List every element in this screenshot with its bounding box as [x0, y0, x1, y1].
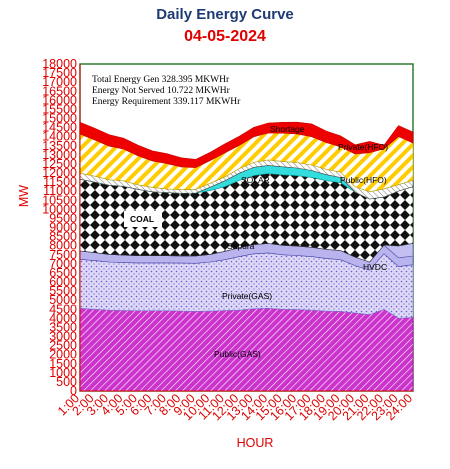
area-series	[79, 121, 414, 392]
y-tick-label: 15000	[42, 112, 77, 126]
area-shortage	[79, 121, 414, 168]
y-tick-label: 500	[56, 375, 77, 389]
y-tick-label: 0	[70, 384, 77, 398]
y-tick-label: 17500	[42, 66, 77, 80]
label-hvdc: HVDC	[363, 262, 387, 272]
y-tick-label: 7500	[49, 248, 77, 262]
y-tick-label: 6000	[49, 275, 77, 289]
y-tick-label: 16000	[42, 93, 77, 107]
label-public-hfo: Public(HFO)	[340, 175, 387, 185]
label-solar: SOLAR	[241, 175, 270, 185]
y-tick-label: 1500	[49, 357, 77, 371]
y-tick-label: 8000	[49, 239, 77, 253]
x-tick-labels: 1:002:003:004:005:006:007:008:009:0010:0…	[55, 391, 415, 423]
label-private-hfo: Private(HFO)	[338, 142, 388, 152]
y-tick-label: 9500	[49, 211, 77, 225]
label-sapura: Sapura	[227, 241, 255, 251]
y-tick-label: 18000	[42, 57, 77, 71]
y-tick-label: 3000	[49, 330, 77, 344]
label-shortage: Shortage	[270, 124, 305, 134]
y-tick-label: 10500	[42, 193, 77, 207]
y-tick-label: 7000	[49, 257, 77, 271]
y-tick-label: 14500	[42, 121, 77, 135]
y-tick-label: 9000	[49, 221, 77, 235]
y-tick-label: 13000	[42, 148, 77, 162]
y-tick-label: 16500	[42, 84, 77, 98]
y-tick-label: 13500	[42, 139, 77, 153]
y-tick-label: 5000	[49, 293, 77, 307]
y-tick-label: 5500	[49, 284, 77, 298]
y-tick-label: 11500	[43, 175, 77, 189]
y-tick-label: 4000	[49, 311, 77, 325]
label-coal: COAL	[130, 214, 154, 224]
chart-date: 04-05-2024	[184, 28, 266, 45]
y-tick-label: 2000	[49, 348, 77, 362]
summary-not-served: Energy Not Served 10.722 MKWHr	[92, 86, 231, 96]
label-coal-bg	[124, 211, 162, 227]
y-tick-label: 2500	[49, 339, 77, 353]
y-tick-label: 12000	[42, 166, 77, 180]
label-public-gas: Public(GAS)	[214, 349, 261, 359]
y-axis-label: MW	[17, 185, 31, 207]
label-private-gas: Private(GAS)	[222, 291, 272, 301]
y-tick-label: 10000	[42, 202, 77, 216]
x-axis-label: HOUR	[237, 436, 274, 450]
y-tick-label: 8500	[49, 230, 77, 244]
y-tick-label: 17000	[42, 75, 77, 89]
y-tick-label: 15500	[42, 102, 77, 116]
summary-gen: Total Energy Gen 328.395 MKWHr	[92, 75, 230, 85]
y-tick-label: 3500	[49, 320, 77, 334]
y-tick-label: 12500	[42, 157, 77, 171]
y-tick-label: 4500	[49, 302, 77, 316]
chart-title: Daily Energy Curve	[156, 6, 294, 23]
summary-requirement: Energy Requirement 339.117 MKWHr	[92, 97, 241, 107]
y-tick-label: 14000	[42, 130, 77, 144]
y-tick-label: 1000	[49, 366, 77, 380]
y-tick-label: 6500	[49, 266, 77, 280]
y-tick-label: 11000	[43, 184, 77, 198]
y-tick-labels: 0500100015002000250030003500400045005000…	[42, 57, 77, 398]
